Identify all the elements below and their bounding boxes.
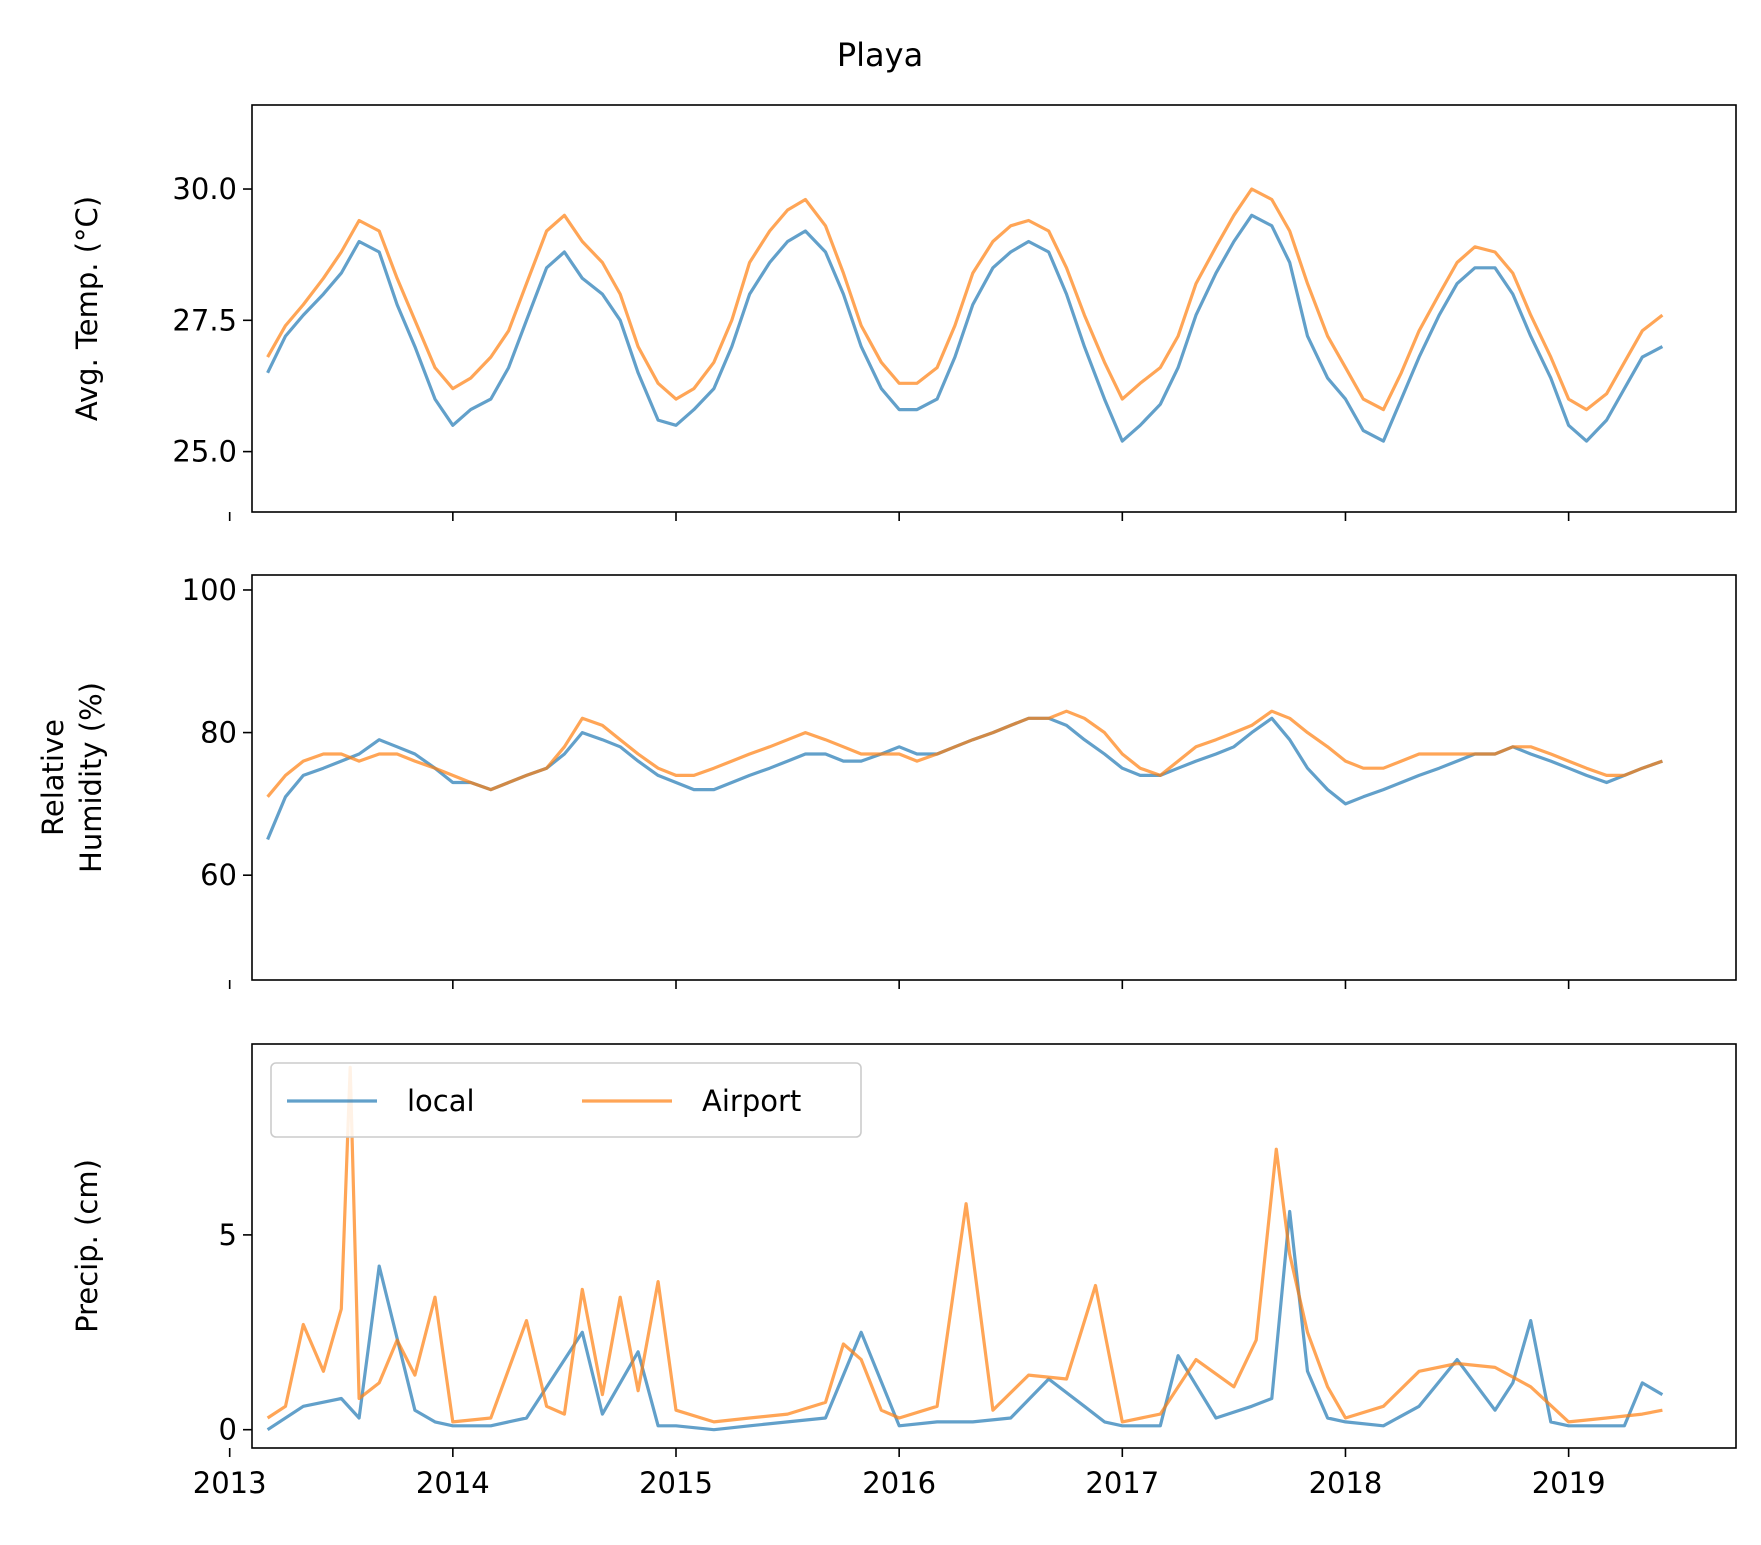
y-axis-label-temp: Avg. Temp. (°C) xyxy=(70,196,104,421)
y-tick-label-precip: 0 xyxy=(219,1413,237,1447)
chart-title: Playa xyxy=(837,36,923,74)
series-line-humidity-local xyxy=(266,716,1663,841)
x-tick-label: 2017 xyxy=(1085,1466,1159,1500)
x-tick-label: 2014 xyxy=(416,1466,490,1500)
series-group-precip xyxy=(266,1065,1664,1432)
y-tick-label-humidity: 60 xyxy=(200,858,237,892)
y-tick-label-precip: 5 xyxy=(219,1218,237,1252)
y-tick-label-humidity: 100 xyxy=(182,573,237,607)
series-line-temp-airport xyxy=(266,187,1664,412)
y-tick-label-temp: 30.0 xyxy=(172,172,237,206)
x-tick-label: 2016 xyxy=(862,1466,936,1500)
legend-frame xyxy=(270,1062,862,1138)
x-tick-label: 2018 xyxy=(1309,1466,1383,1500)
panel-precip: 0 5 2013 2014 2015 2016 2017 2018 2019 Precip. (c… xyxy=(70,1043,1737,1500)
legend-label-airport: Airport xyxy=(702,1084,801,1118)
axes-frame-precip xyxy=(251,1043,1737,1449)
series-line-precip-local xyxy=(266,1209,1664,1432)
y-tick-label-temp: 27.5 xyxy=(172,303,237,337)
y-axis-label-humidity: Relative xyxy=(36,719,70,836)
series-line-temp-local xyxy=(266,213,1664,443)
y-tick-label-temp: 25.0 xyxy=(172,435,237,469)
series-group-humidity xyxy=(266,709,1663,841)
y-tick-label-humidity: 80 xyxy=(200,716,237,750)
panels-container: 25.0 27.5 30.0 Avg. Temp. (°C) 60 80 100 Relati… xyxy=(36,104,1737,1500)
y-axis-label-humidity: Humidity (%) xyxy=(74,682,108,873)
series-group-temp xyxy=(266,187,1664,443)
axes-frame-humidity xyxy=(251,574,1737,981)
y-axis-label-precip: Precip. (cm) xyxy=(70,1159,104,1333)
x-tick-label: 2019 xyxy=(1532,1466,1606,1500)
legend: local Airport xyxy=(270,1062,862,1138)
series-line-precip-airport xyxy=(266,1065,1663,1424)
panel-temp: 25.0 27.5 30.0 Avg. Temp. (°C) xyxy=(70,104,1737,521)
x-tick-label: 2013 xyxy=(193,1466,267,1500)
legend-label-local: local xyxy=(407,1084,475,1118)
x-tick-label: 2015 xyxy=(639,1466,713,1500)
panel-humidity: 60 80 100 Relative Humidity (%) xyxy=(36,573,1737,989)
series-line-humidity-airport xyxy=(266,709,1663,798)
axes-frame-temp xyxy=(251,104,1737,513)
